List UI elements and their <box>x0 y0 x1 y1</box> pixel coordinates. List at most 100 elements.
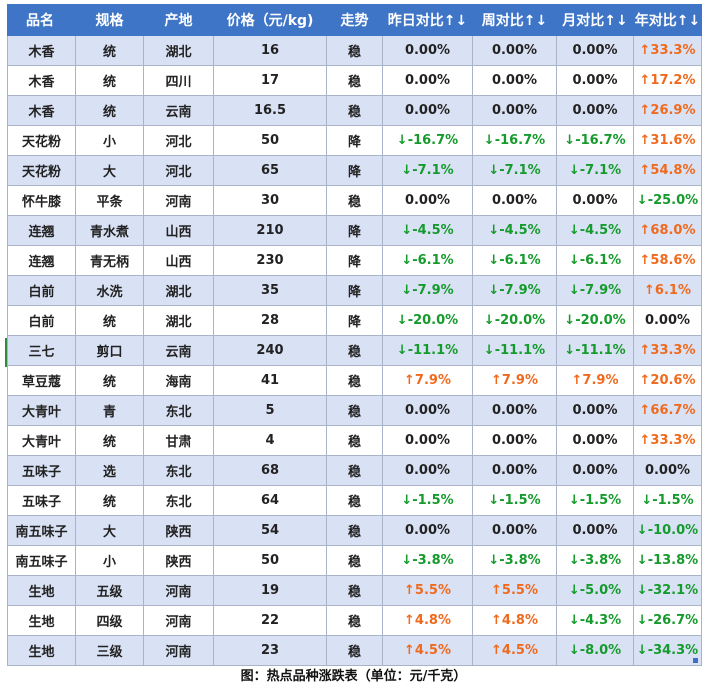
table-cell[interactable]: 17 <box>213 65 327 96</box>
table-cell[interactable]: 稳 <box>326 65 383 96</box>
table-cell[interactable]: ↓-16.7% <box>556 125 634 156</box>
table-cell[interactable]: 白前 <box>7 305 76 336</box>
table-cell[interactable]: ↑68.0% <box>633 215 702 246</box>
table-cell[interactable]: 降 <box>326 215 383 246</box>
table-cell[interactable]: 大青叶 <box>7 425 76 456</box>
table-cell[interactable]: ↓-7.1% <box>382 155 473 186</box>
table-cell[interactable]: 生地 <box>7 575 76 606</box>
table-cell[interactable]: 16.5 <box>213 95 327 126</box>
table-cell[interactable]: ↑33.3% <box>633 425 702 456</box>
table-cell[interactable]: 大 <box>75 515 144 546</box>
table-cell[interactable]: 大 <box>75 155 144 186</box>
table-cell[interactable]: ↑7.9% <box>472 365 557 396</box>
table-cell[interactable]: 统 <box>75 305 144 336</box>
table-cell[interactable]: 平条 <box>75 185 144 216</box>
table-cell[interactable]: ↑33.3% <box>633 335 702 366</box>
table-cell[interactable]: 0.00% <box>556 185 634 216</box>
table-cell[interactable]: ↓-1.5% <box>556 485 634 516</box>
table-cell[interactable]: 甘肃 <box>143 425 214 456</box>
table-cell[interactable]: 0.00% <box>556 65 634 96</box>
table-cell[interactable]: ↓-11.1% <box>556 335 634 366</box>
table-cell[interactable]: 降 <box>326 125 383 156</box>
table-cell[interactable]: 河南 <box>143 635 214 666</box>
table-cell[interactable]: 0.00% <box>472 185 557 216</box>
table-cell[interactable]: 0.00% <box>382 35 473 66</box>
table-cell[interactable]: 50 <box>213 545 327 576</box>
table-cell[interactable]: 0.00% <box>556 395 634 426</box>
table-cell[interactable]: ↓-3.8% <box>556 545 634 576</box>
table-cell[interactable]: 河南 <box>143 605 214 636</box>
table-cell[interactable]: 统 <box>75 365 144 396</box>
table-cell[interactable]: ↓-4.3% <box>556 605 634 636</box>
table-cell[interactable]: ↑20.6% <box>633 365 702 396</box>
table-cell[interactable]: ↓-7.1% <box>472 155 557 186</box>
table-cell[interactable]: ↓-1.5% <box>382 485 473 516</box>
table-cell[interactable]: ↑4.8% <box>472 605 557 636</box>
table-cell[interactable]: 65 <box>213 155 327 186</box>
table-cell[interactable]: 35 <box>213 275 327 306</box>
table-cell[interactable]: 0.00% <box>382 425 473 456</box>
table-cell[interactable]: 木香 <box>7 65 76 96</box>
table-cell[interactable]: 河南 <box>143 575 214 606</box>
table-cell[interactable]: 0.00% <box>633 305 702 336</box>
table-cell[interactable]: ↓-7.9% <box>556 275 634 306</box>
column-header[interactable]: 走势 <box>326 4 383 36</box>
table-cell[interactable]: ↓-7.1% <box>556 155 634 186</box>
table-cell[interactable]: 稳 <box>326 425 383 456</box>
fill-handle[interactable] <box>693 658 698 663</box>
table-cell[interactable]: 0.00% <box>556 515 634 546</box>
table-cell[interactable]: 生地 <box>7 605 76 636</box>
table-cell[interactable]: 湖北 <box>143 275 214 306</box>
table-cell[interactable]: 0.00% <box>382 515 473 546</box>
table-cell[interactable]: ↓-4.5% <box>472 215 557 246</box>
column-header[interactable]: 年对比↑↓ <box>633 4 702 36</box>
table-cell[interactable]: ↓-1.5% <box>472 485 557 516</box>
table-cell[interactable]: ↓-10.0% <box>633 515 702 546</box>
table-cell[interactable]: 选 <box>75 455 144 486</box>
table-cell[interactable]: 山西 <box>143 245 214 276</box>
table-cell[interactable]: 0.00% <box>472 455 557 486</box>
table-cell[interactable]: ↓-6.1% <box>382 245 473 276</box>
table-cell[interactable]: 28 <box>213 305 327 336</box>
table-cell[interactable]: 小 <box>75 545 144 576</box>
table-cell[interactable]: 东北 <box>143 395 214 426</box>
table-cell[interactable]: 68 <box>213 455 327 486</box>
table-cell[interactable]: 统 <box>75 35 144 66</box>
table-cell[interactable]: ↑5.5% <box>382 575 473 606</box>
table-cell[interactable]: ↓-4.5% <box>382 215 473 246</box>
table-cell[interactable]: 四川 <box>143 65 214 96</box>
table-cell[interactable]: 小 <box>75 125 144 156</box>
table-cell[interactable]: 生地 <box>7 635 76 666</box>
column-header[interactable]: 月对比↑↓ <box>556 4 634 36</box>
table-cell[interactable]: 230 <box>213 245 327 276</box>
table-cell[interactable]: 0.00% <box>382 95 473 126</box>
table-cell[interactable]: 湖北 <box>143 35 214 66</box>
table-cell[interactable]: ↓-25.0% <box>633 185 702 216</box>
table-cell[interactable]: ↑54.8% <box>633 155 702 186</box>
table-cell[interactable]: 木香 <box>7 95 76 126</box>
table-cell[interactable]: 稳 <box>326 185 383 216</box>
table-cell[interactable]: 云南 <box>143 95 214 126</box>
table-cell[interactable]: 青无柄 <box>75 245 144 276</box>
table-cell[interactable]: 19 <box>213 575 327 606</box>
table-cell[interactable]: ↑4.5% <box>472 635 557 666</box>
table-cell[interactable]: ↑58.6% <box>633 245 702 276</box>
table-cell[interactable]: 天花粉 <box>7 125 76 156</box>
table-cell[interactable]: 降 <box>326 155 383 186</box>
table-cell[interactable]: 山西 <box>143 215 214 246</box>
table-cell[interactable]: 五味子 <box>7 455 76 486</box>
table-cell[interactable]: 河南 <box>143 185 214 216</box>
table-cell[interactable]: ↑17.2% <box>633 65 702 96</box>
table-cell[interactable]: 连翘 <box>7 245 76 276</box>
table-cell[interactable]: ↓-3.8% <box>472 545 557 576</box>
table-cell[interactable]: 水洗 <box>75 275 144 306</box>
table-cell[interactable]: 统 <box>75 425 144 456</box>
table-cell[interactable]: ↓-8.0% <box>556 635 634 666</box>
table-cell[interactable]: 0.00% <box>556 455 634 486</box>
table-cell[interactable]: 青水煮 <box>75 215 144 246</box>
table-cell[interactable]: ↑6.1% <box>633 275 702 306</box>
table-cell[interactable]: 4 <box>213 425 327 456</box>
table-cell[interactable]: 稳 <box>326 455 383 486</box>
table-cell[interactable]: 降 <box>326 275 383 306</box>
table-cell[interactable]: ↑5.5% <box>472 575 557 606</box>
